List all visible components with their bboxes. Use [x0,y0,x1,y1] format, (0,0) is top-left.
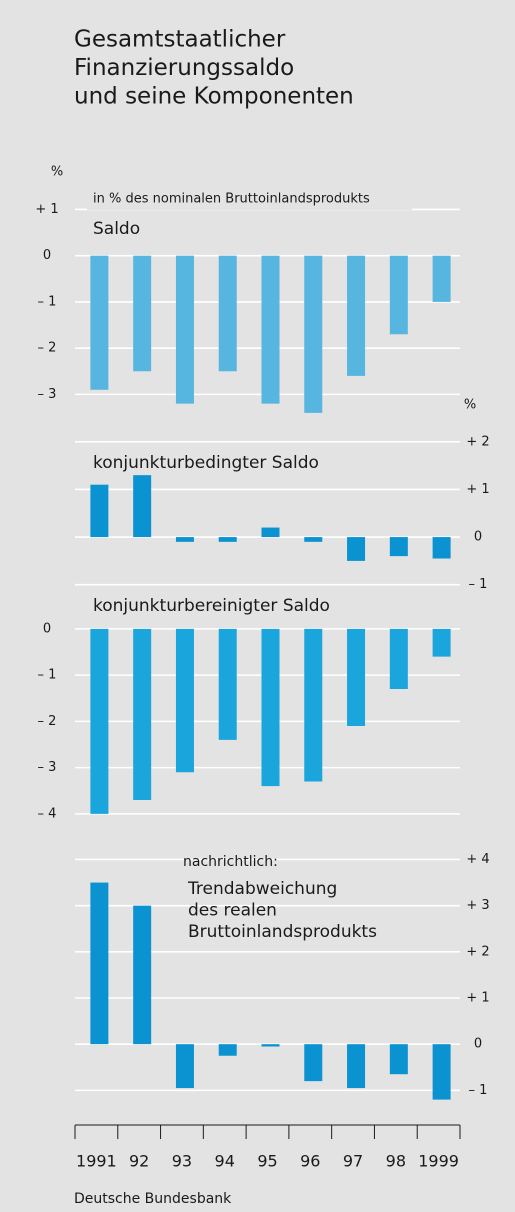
bar [90,882,109,1045]
y-tick-label: – 1 [38,668,57,683]
bar [389,537,408,557]
y-tick-label: + 3 [466,898,489,913]
bar [133,255,152,372]
panel-note: nachrichtlich: [183,854,278,870]
bar [389,255,408,335]
bar [261,628,280,787]
bar [432,255,451,302]
y-tick-label: – 2 [38,714,57,729]
panel-label: des realen [188,901,277,921]
panel-label: konjunkturbedingter Saldo [93,453,319,473]
x-tick-label: 93 [172,1152,192,1171]
bar [90,484,109,538]
y-tick-label: + 2 [466,944,489,959]
bar [432,628,451,657]
bar [347,628,366,726]
bar [261,255,280,404]
chart-title: Gesamtstaatlicher [74,27,286,53]
y-tick-label: + 2 [466,434,489,449]
bar [175,537,194,542]
x-tick-label: 94 [215,1152,235,1171]
bar [133,905,152,1045]
bar [304,255,323,413]
y-tick-label: 0 [43,248,51,263]
x-tick-label: 96 [300,1152,320,1171]
chart-title: und seine Komponenten [74,84,354,110]
y-tick-label: – 1 [469,1083,488,1098]
axis-unit: % [51,165,63,180]
x-tick-label: 97 [343,1152,363,1171]
y-tick-label: + 1 [466,991,489,1006]
bar [261,1044,280,1047]
chart-title: Finanzierungssaldo [74,55,294,81]
bar [304,537,323,542]
y-tick-label: + 1 [466,482,489,497]
y-tick-label: – 3 [38,760,57,775]
bar [175,628,194,773]
bar [218,1044,237,1056]
bar [218,255,237,372]
bar [218,537,237,542]
x-tick-label: 92 [129,1152,149,1171]
x-tick-label: 1999 [418,1152,459,1171]
bar [432,1044,451,1100]
bar [261,527,280,538]
y-tick-label: + 4 [466,852,489,867]
bar [304,1044,323,1082]
panel-note: in % des nominalen Bruttoinlandsprodukts [93,192,370,207]
panel-label: Trendabweichung [187,879,337,899]
bar [175,1044,194,1089]
panel-label: konjunkturbereinigter Saldo [93,596,330,616]
y-tick-label: – 2 [38,341,57,356]
bar [347,1044,366,1089]
y-tick-label: – 4 [38,806,57,821]
bar [347,255,366,376]
bar [133,628,152,800]
bar [90,628,109,814]
y-tick-label: 0 [474,1037,482,1052]
bar [347,537,366,561]
y-tick-label: 0 [43,621,51,636]
bar [389,628,408,689]
y-tick-label: – 1 [469,577,488,592]
panel-label: Bruttoinlandsprodukts [188,922,377,942]
bar [389,1044,408,1075]
y-tick-label: – 3 [38,387,57,402]
y-tick-label: 0 [474,530,482,545]
bar [304,628,323,782]
note-box [87,188,412,210]
bar [133,475,152,538]
x-tick-label: 1991 [76,1152,117,1171]
x-tick-label: 95 [257,1152,277,1171]
x-tick-label: 98 [386,1152,406,1171]
axis-unit: % [464,398,476,413]
bar [175,255,194,404]
y-tick-label: + 1 [35,202,58,217]
bar [218,628,237,740]
y-tick-label: – 1 [38,294,57,309]
bar [90,255,109,390]
source: Deutsche Bundesbank [74,1191,232,1207]
bar [432,537,451,559]
panel-label: Saldo [93,219,140,239]
